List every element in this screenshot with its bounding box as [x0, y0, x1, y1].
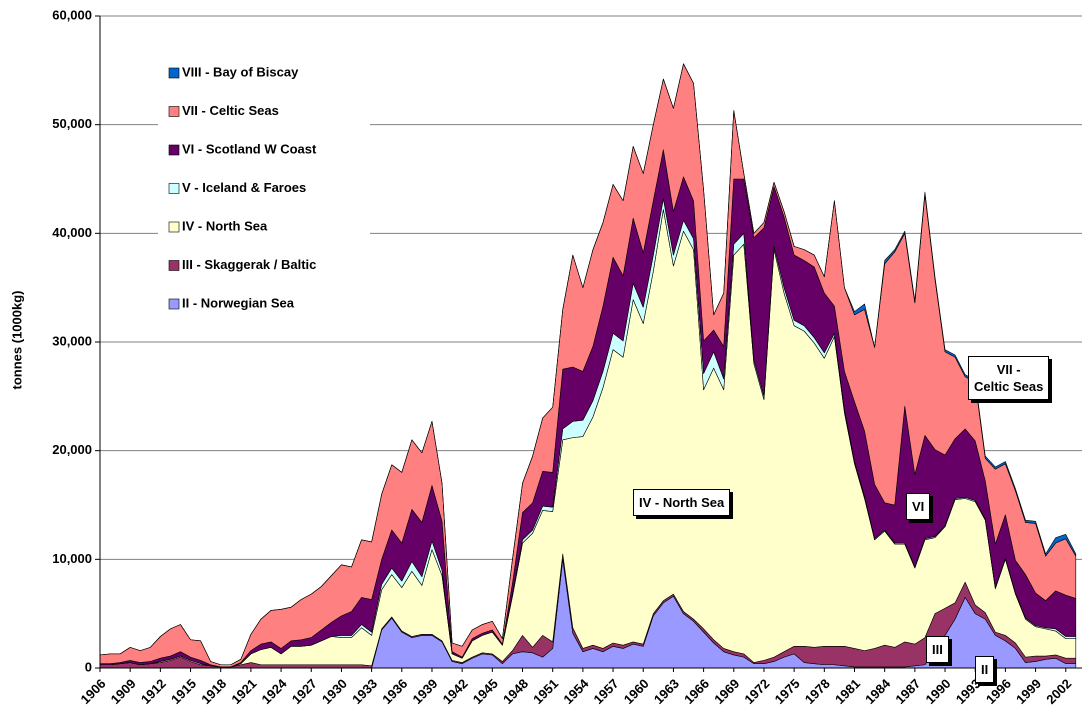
y-tick-label: 60,000 [52, 7, 92, 22]
legend-swatch [168, 260, 180, 271]
x-tick-label: 1987 [892, 676, 923, 707]
x-tick-label: 1990 [923, 676, 954, 707]
x-tick-label: 1912 [138, 676, 169, 707]
y-tick-label: 0 [85, 659, 92, 674]
legend-swatch [168, 67, 180, 79]
x-tick-label: 1921 [228, 676, 259, 707]
legend-label: VII - Celtic Seas [182, 103, 279, 118]
x-tick-label: 1936 [379, 676, 410, 707]
x-tick-label: 1972 [741, 676, 772, 707]
annotation: IV - North Sea [633, 489, 731, 516]
y-tick-label: 50,000 [52, 116, 92, 131]
x-tick-label: 1999 [1013, 676, 1044, 707]
legend-label: VIII - Bay of Biscay [182, 64, 299, 79]
x-tick-label: 1969 [711, 676, 742, 707]
area [99, 63, 1077, 666]
legend-swatch [168, 183, 180, 194]
x-tick-label: 1966 [681, 676, 712, 707]
annotation: VI [906, 493, 931, 520]
annotation: II [975, 656, 995, 683]
x-tick-label: 1939 [409, 676, 440, 707]
legend-swatch [168, 144, 180, 156]
x-tick-label: 1942 [440, 676, 471, 707]
y-tick-label: 40,000 [52, 225, 92, 240]
y-tick-label: 10,000 [52, 551, 92, 566]
x-tick-label: 1933 [349, 676, 380, 707]
legend-label: IV - North Sea [182, 218, 268, 233]
y-tick-label: 30,000 [52, 333, 92, 348]
legend-label: V - Iceland & Faroes [182, 180, 306, 195]
x-tick-label: 1915 [168, 676, 199, 707]
x-tick-label: 1954 [560, 675, 592, 707]
x-tick-label: 1945 [470, 676, 501, 707]
x-tick-label: 1918 [198, 676, 229, 707]
x-tick-label: 1960 [621, 676, 652, 707]
x-tick-label: 1984 [862, 675, 894, 707]
legend-swatch [168, 106, 180, 117]
x-tick-label: 1948 [500, 676, 531, 707]
x-tick-label: 1957 [591, 676, 622, 707]
legend-box [158, 55, 370, 321]
annotation: III [926, 636, 949, 663]
x-tick-label: 1924 [259, 675, 291, 707]
x-tick-label: 1927 [289, 676, 320, 707]
y-tick-label: 20,000 [52, 442, 92, 457]
x-tick-label: 1909 [108, 676, 139, 707]
x-tick-label: 1981 [832, 676, 863, 707]
x-tick-label: 1978 [802, 676, 833, 707]
x-tick-label: 2002 [1043, 676, 1074, 707]
x-tick-label: 1975 [772, 676, 803, 707]
y-axis-label: tonnes (1000kg) [9, 291, 24, 390]
legend-swatch [168, 221, 180, 233]
legend-label: III - Skaggerak / Baltic [182, 257, 316, 272]
legend-label: VI - Scotland W Coast [182, 141, 317, 156]
x-tick-label: 1963 [651, 676, 682, 707]
x-tick-label: 1951 [530, 676, 561, 707]
annotation: VII - Celtic Seas [968, 356, 1050, 400]
legend-label: II - Norwegian Sea [182, 295, 295, 310]
x-tick-label: 1930 [319, 676, 350, 707]
legend-swatch [168, 298, 180, 310]
x-tick-label: 1906 [77, 676, 108, 707]
